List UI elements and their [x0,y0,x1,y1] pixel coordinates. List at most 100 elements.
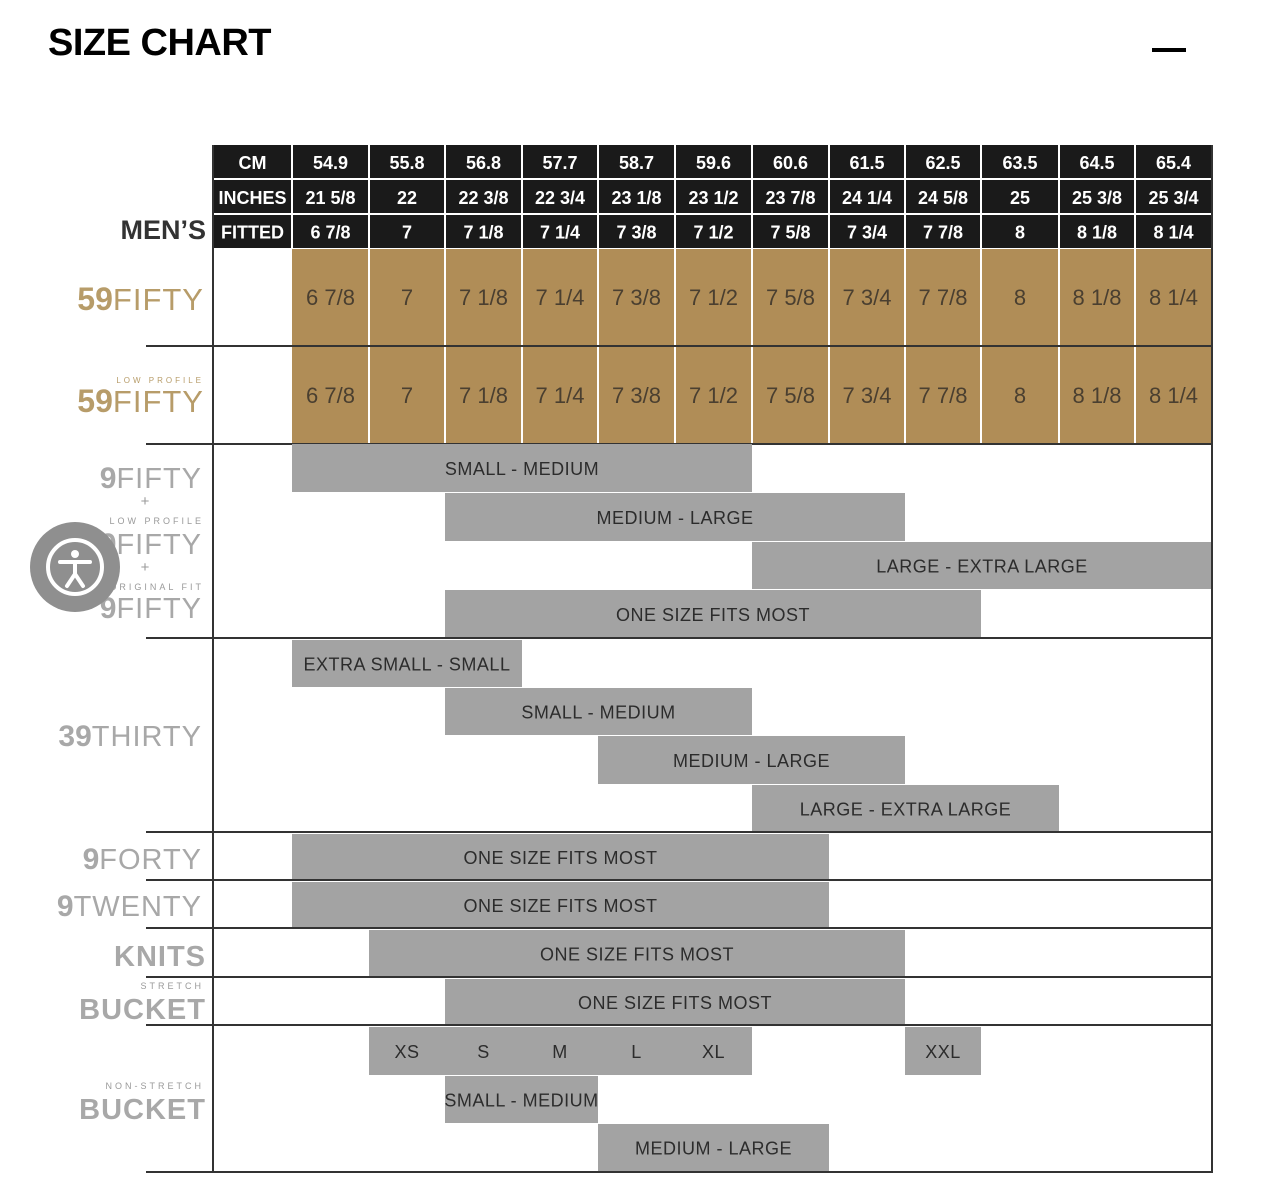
size-range-bar [752,785,1059,832]
logo-block-text: BUCKET [79,1094,206,1126]
logo-small-text: LOW PROFILE [109,516,204,526]
header-cell: 22 [397,188,417,208]
size-range-label: EXTRA SMALL - SMALL [304,655,511,675]
fitted-size-cell: 7 3/4 [843,285,892,310]
header-cell: 55.8 [389,153,424,173]
size-range-label: XS [394,1042,419,1062]
header-cell: 23 1/8 [611,188,661,208]
header-cell: 7 5/8 [770,223,810,243]
logo-wordmark: 39THIRTY [58,720,202,753]
header-row-label: INCHES [218,188,286,208]
size-range-bar [445,979,905,1025]
minus-icon [1152,48,1186,52]
header-cell: 25 3/4 [1148,188,1198,208]
header-row-label: CM [239,153,267,173]
size-range-bar [445,688,752,735]
header-cell: 7 7/8 [923,223,963,243]
header-cell: 63.5 [1002,153,1037,173]
size-range-label: ONE SIZE FITS MOST [463,896,657,916]
size-range-label: L [631,1042,642,1062]
header-cell: 6 7/8 [310,223,350,243]
header-cell: 7 3/8 [616,223,656,243]
logo-small-text: NON-STRETCH [106,1081,205,1091]
size-range-label: M [552,1042,568,1062]
header-cell: 62.5 [925,153,960,173]
size-range-bar [445,1076,598,1123]
size-range-bar [598,1027,675,1075]
header-cell: 64.5 [1079,153,1114,173]
fitted-size-cell: 7 3/8 [612,285,661,310]
header-cell: 23 7/8 [765,188,815,208]
size-range-label: LARGE - EXTRA LARGE [800,800,1012,820]
header-row-bg [213,145,1212,179]
fitted-size-cell: 7 3/8 [612,383,661,408]
accessibility-icon [46,538,104,596]
size-range-bar [752,542,1212,589]
header-cell: 7 [402,223,412,243]
low-profile-label: LOW PROFILE [116,376,204,385]
size-range-bar [522,1027,598,1075]
fitted-size-cell: 7 [401,285,413,310]
logo-small-text: STRETCH [141,981,205,991]
size-range-label: ONE SIZE FITS MOST [578,993,772,1013]
size-range-label: ONE SIZE FITS MOST [540,945,734,965]
size-range-label: XL [702,1042,725,1062]
header-cell: 8 1/8 [1077,223,1117,243]
header-cell: 7 3/4 [847,223,887,243]
header-cell: 21 5/8 [305,188,355,208]
size-range-bar [369,1027,445,1075]
header-row-bg [213,180,1212,214]
size-range-bar [675,1027,752,1075]
size-range-bar [292,882,829,928]
logo-block-text: KNITS [114,941,206,973]
size-range-bar [445,590,981,638]
size-range-bar [598,1124,829,1171]
size-range-label: ONE SIZE FITS MOST [616,605,810,625]
size-range-bar [905,1027,981,1075]
header-row-label: FITTED [221,223,284,243]
mens-label: MEN’S [120,215,206,245]
logo-wordmark: 9FORTY [83,843,202,876]
fitted-size-cell: 7 1/8 [459,285,508,310]
size-range-bar [445,1027,522,1075]
fitted-size-cell: 7 5/8 [766,285,815,310]
header-cell: 24 5/8 [918,188,968,208]
accessibility-button[interactable] [30,522,120,612]
logo-wordmark: 9FIFTY [100,592,202,625]
size-range-bar [292,834,829,880]
fitted-size-cell: 8 [1014,285,1026,310]
header-cell: 24 1/4 [842,188,892,208]
size-range-label: S [477,1042,490,1062]
logo-wordmark: 9TWENTY [57,890,202,923]
header-cell: 61.5 [849,153,884,173]
size-range-label: SMALL - MEDIUM [444,1091,598,1111]
fitted-size-cell: 8 1/8 [1073,383,1122,408]
fitted-size-cell: 6 7/8 [306,383,355,408]
header-cell: 8 1/4 [1153,223,1193,243]
size-range-bar [598,736,905,784]
size-range-label: MEDIUM - LARGE [673,751,830,771]
fitted-size-cell: 7 1/4 [536,285,585,310]
header-cell: 57.7 [542,153,577,173]
header-cell: 56.8 [466,153,501,173]
size-range-label: MEDIUM - LARGE [635,1139,792,1159]
page-title: SIZE CHART [48,22,272,64]
header-cell: 7 1/8 [463,223,503,243]
collapse-button[interactable] [1146,24,1192,74]
size-range-bar [369,930,905,977]
fitted-size-cell: 8 1/8 [1073,285,1122,310]
fitted-size-cell: 8 1/4 [1149,383,1198,408]
logo-small-text: ORIGINAL FIT [109,582,204,592]
header-cell: 59.6 [696,153,731,173]
logo-block-text: BUCKET [79,994,206,1026]
logo-small-text: + [141,559,150,576]
fitted-size-cell: 7 1/8 [459,383,508,408]
fitted-size-cell: 7 7/8 [919,383,968,408]
logo-small-text: + [141,493,150,510]
size-range-bar [292,640,522,687]
size-range-label: SMALL - MEDIUM [521,703,675,723]
size-range-label: XXL [925,1042,961,1062]
size-range-label: SMALL - MEDIUM [445,459,599,479]
fitted-size-cell: 7 [401,383,413,408]
